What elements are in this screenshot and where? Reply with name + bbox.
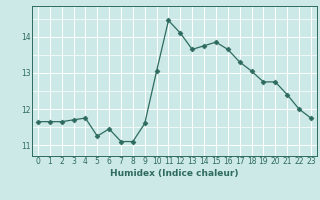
X-axis label: Humidex (Indice chaleur): Humidex (Indice chaleur) bbox=[110, 169, 239, 178]
